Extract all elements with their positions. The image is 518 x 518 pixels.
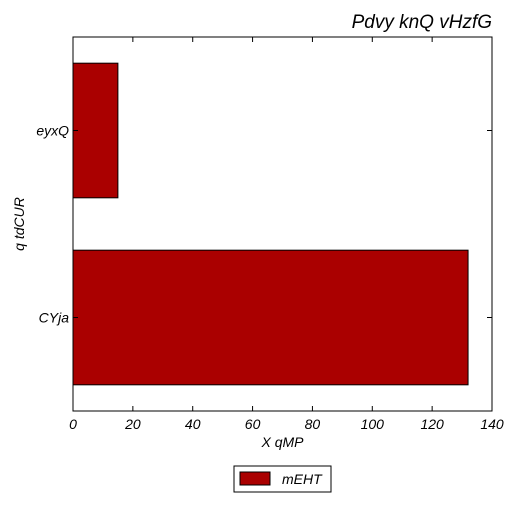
x-tick-label: 80 — [305, 416, 321, 432]
legend-swatch — [239, 471, 271, 486]
chart-title: Pdvy knQ vHzfG — [352, 12, 492, 33]
bars-group — [72, 62, 469, 386]
x-tick-label: 140 — [480, 416, 504, 432]
x-tick-label: 20 — [124, 416, 141, 432]
plot-frame — [72, 36, 493, 412]
y-tick-label: CYja — [39, 310, 70, 326]
x-tick-label: 0 — [69, 416, 77, 432]
y-axis-label: q tdCUR — [11, 197, 27, 251]
y-ticks-group: CYja eyxQ — [36, 123, 492, 326]
bar-eyxQ — [72, 62, 119, 199]
y-tick-label: eyxQ — [36, 123, 69, 139]
x-tick-label: 60 — [245, 416, 261, 432]
x-tick-label: 100 — [361, 416, 385, 432]
x-axis-label: X qMP — [260, 434, 304, 450]
legend: mEHT — [233, 465, 332, 493]
bar-CYja — [72, 249, 469, 386]
x-ticks-group: 0 20 40 60 80 100 120 140 — [69, 37, 504, 432]
legend-label: mEHT — [282, 471, 323, 487]
x-tick-label: 120 — [420, 416, 444, 432]
x-tick-label: 40 — [185, 416, 201, 432]
